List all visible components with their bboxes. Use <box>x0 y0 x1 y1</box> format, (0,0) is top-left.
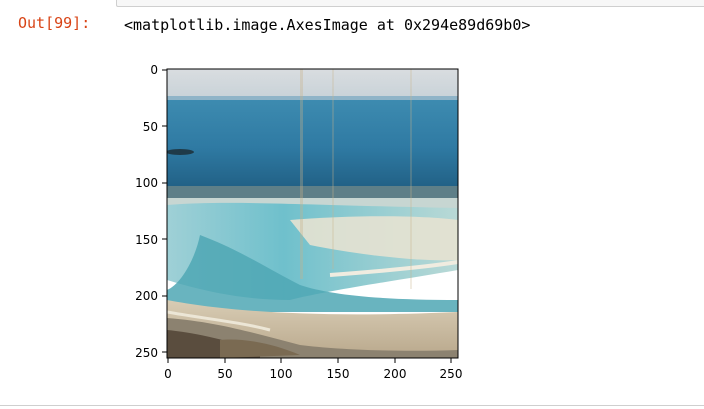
x-tick-label: 100 <box>270 367 293 381</box>
previous-cell-border <box>116 0 704 7</box>
x-tick-label: 0 <box>164 367 172 381</box>
y-tick-label: 150 <box>135 233 158 247</box>
y-tick-label: 50 <box>143 120 158 134</box>
x-tick-label: 200 <box>384 367 407 381</box>
y-tick-label: 0 <box>150 63 158 77</box>
cell-bottom-divider <box>0 405 704 406</box>
output-prompt: Out[99]: <box>18 14 91 32</box>
x-tick-label: 250 <box>440 367 463 381</box>
y-axis: 0 50 100 150 200 250 <box>135 63 167 360</box>
y-tick-label: 100 <box>135 176 158 190</box>
axes-frame <box>166 68 459 359</box>
y-tick-label: 200 <box>135 289 158 303</box>
y-tick-label: 250 <box>135 346 158 360</box>
output-repr-text: <matplotlib.image.AxesImage at 0x294e89d… <box>124 16 531 34</box>
x-axis: 0 50 100 150 200 250 <box>164 358 462 381</box>
x-tick-label: 50 <box>217 367 232 381</box>
beach-image <box>167 69 458 358</box>
x-tick-label: 150 <box>327 367 350 381</box>
